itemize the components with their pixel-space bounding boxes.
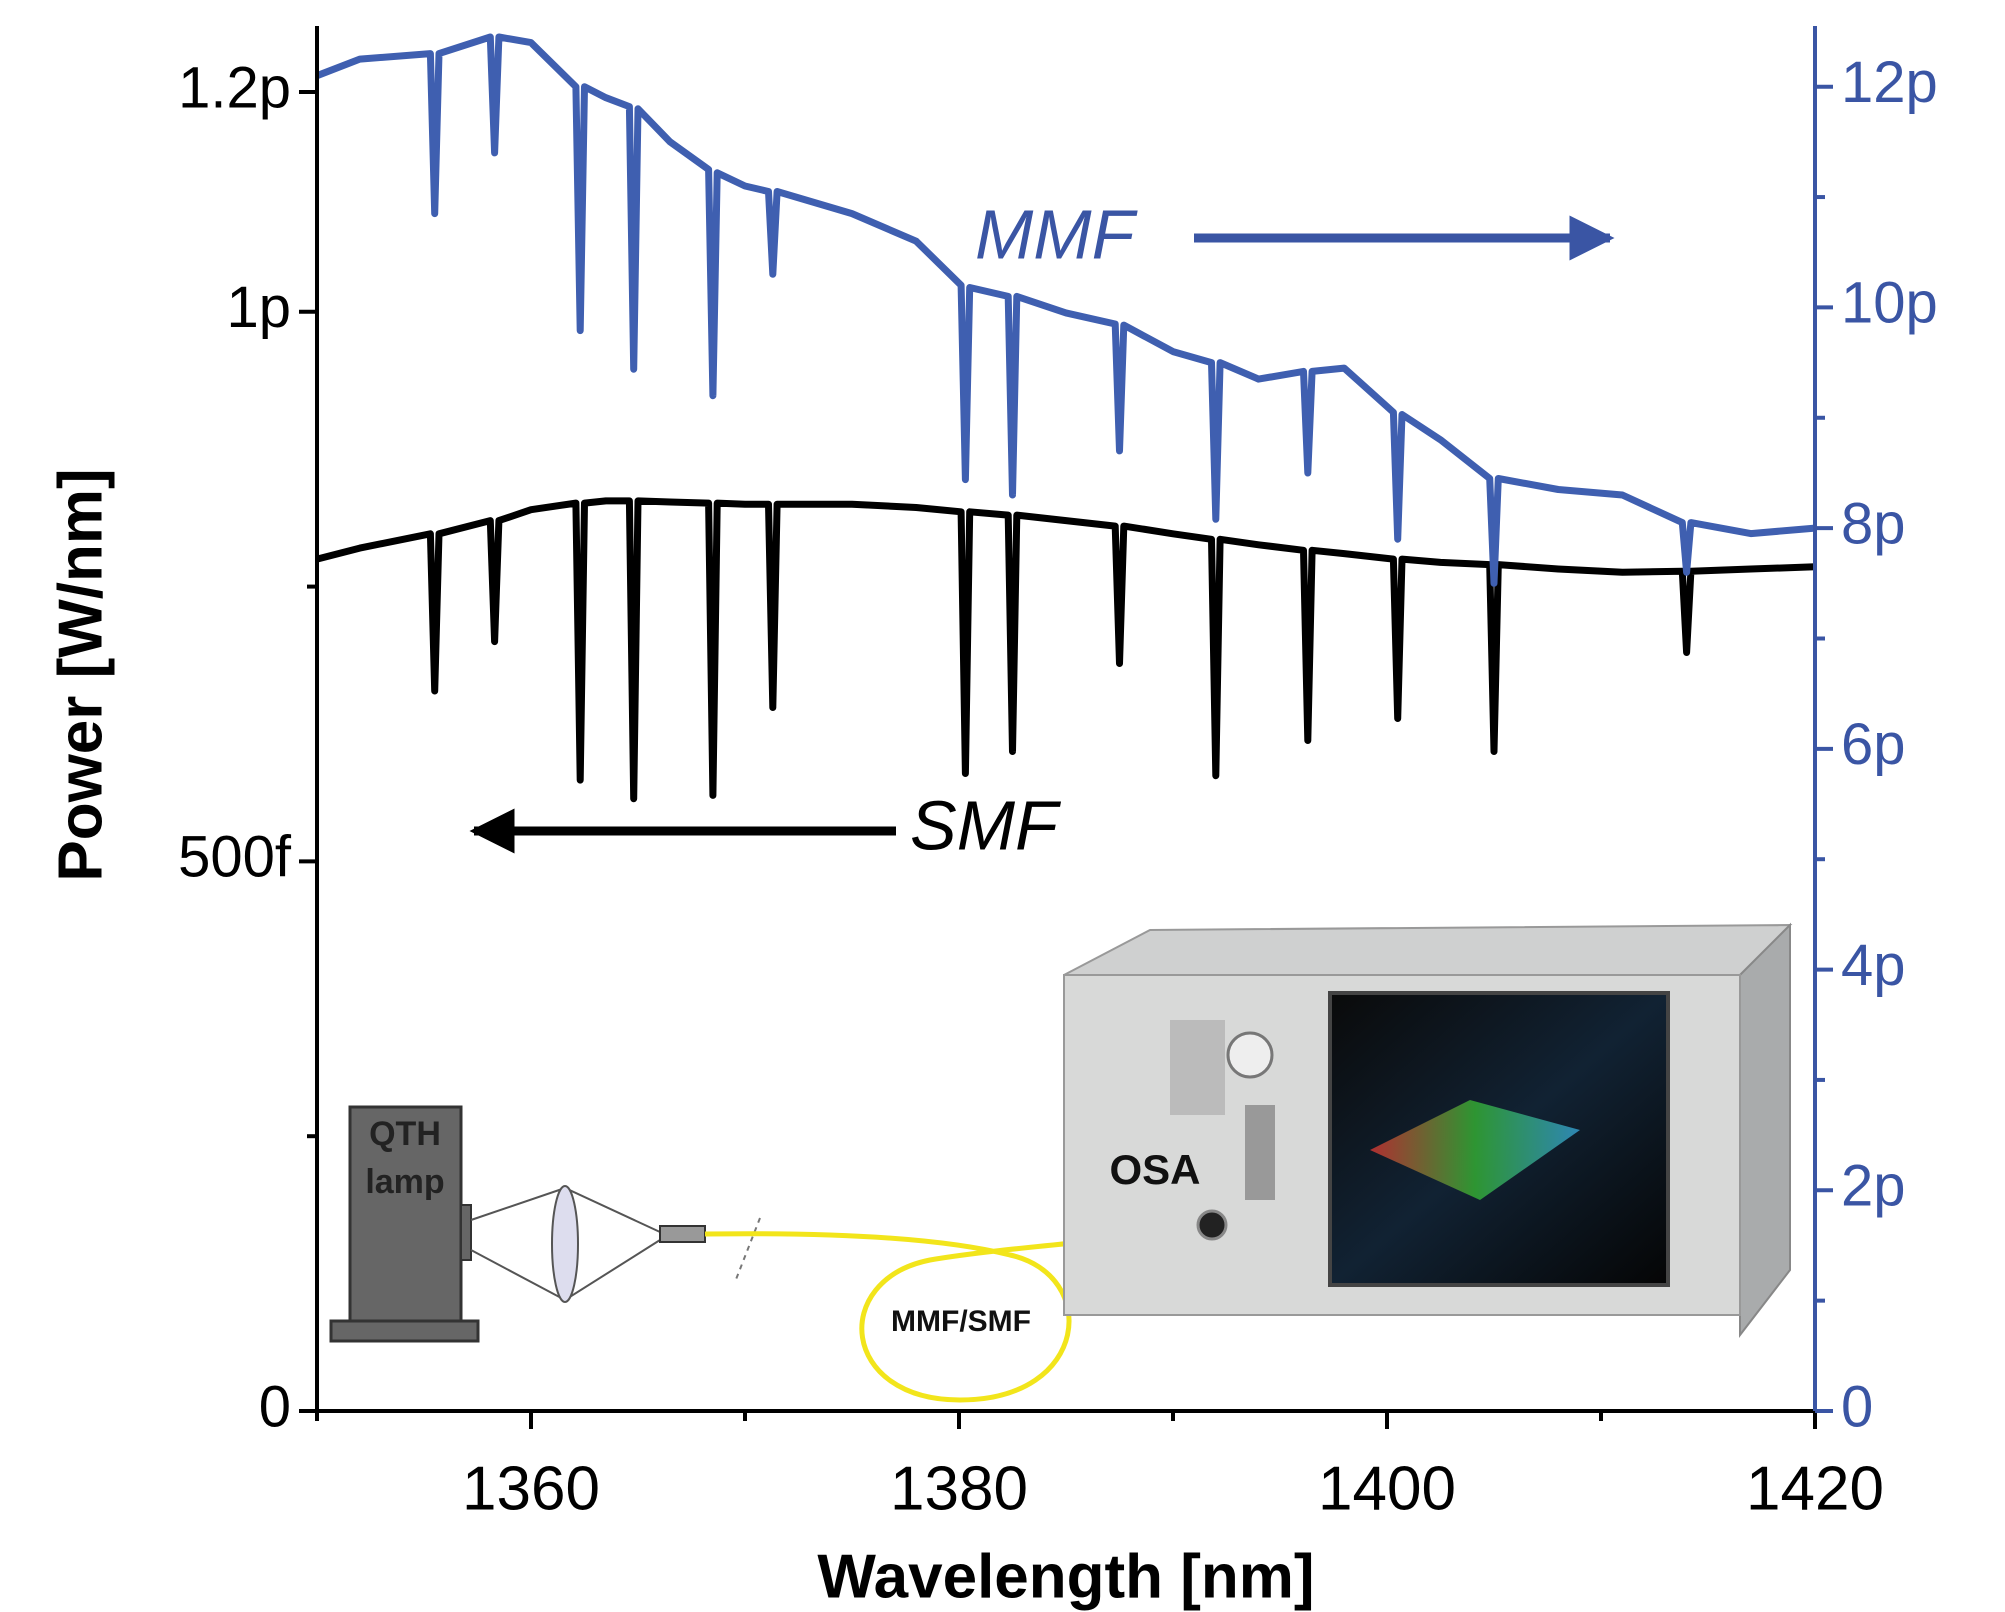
y-axis-label: Power [W/nm] bbox=[46, 468, 115, 881]
y2-tick-label: 6p bbox=[1841, 712, 1906, 777]
fiber-connector bbox=[659, 1225, 706, 1243]
fiber bbox=[704, 1225, 1211, 1403]
series-annotation: MMF bbox=[975, 195, 1139, 273]
x-tick-label: 1400 bbox=[1318, 1454, 1456, 1523]
y2-tick-label: 0 bbox=[1841, 1374, 1873, 1439]
y2-tick-label: 8p bbox=[1841, 491, 1906, 556]
y-tick-label: 500f bbox=[178, 825, 292, 890]
setup-inset: QTH lamp OSA MMF/SMF bbox=[329, 922, 1793, 1403]
y-tick-label: 1p bbox=[226, 275, 291, 340]
y2-tick-label: 10p bbox=[1841, 271, 1938, 336]
osa-label: OSA bbox=[1109, 1146, 1200, 1193]
lamp-base bbox=[329, 1319, 480, 1343]
x-axis-label: Wavelength [nm] bbox=[817, 1542, 1314, 1611]
y-tick-label: 0 bbox=[259, 1374, 291, 1439]
x-tick-label: 1420 bbox=[1746, 1454, 1884, 1523]
fiber-break bbox=[734, 1217, 761, 1283]
series-line bbox=[315, 33, 1816, 587]
osa-side bbox=[1739, 922, 1791, 1338]
lamp-housing bbox=[348, 1105, 463, 1323]
fiber-label: MMF/SMF bbox=[891, 1305, 1031, 1338]
screen-graphic bbox=[1370, 1100, 1580, 1200]
osa-input bbox=[1196, 1209, 1228, 1241]
y2-tick-label: 12p bbox=[1841, 50, 1938, 115]
lamp-label: QTH bbox=[369, 1115, 441, 1153]
axes: Power [W/nm] Wavelength [nm] bbox=[46, 468, 1314, 1611]
lamp-label: lamp bbox=[365, 1163, 444, 1201]
series-line bbox=[316, 497, 1816, 803]
lamp-port bbox=[460, 1204, 472, 1261]
x-tick-label: 1380 bbox=[890, 1454, 1028, 1523]
y-tick-label: 1.2p bbox=[178, 55, 291, 120]
y2-tick-label: 2p bbox=[1841, 1154, 1906, 1219]
osa-keypad bbox=[1170, 1020, 1225, 1115]
lens bbox=[551, 1185, 579, 1303]
osa-buttons bbox=[1245, 1105, 1275, 1200]
x-tick-label: 1360 bbox=[462, 1454, 600, 1523]
y2-tick-label: 4p bbox=[1841, 933, 1906, 998]
osa-top bbox=[1063, 923, 1793, 976]
series-annotation: SMF bbox=[910, 786, 1062, 864]
osa-knob bbox=[1226, 1031, 1274, 1079]
